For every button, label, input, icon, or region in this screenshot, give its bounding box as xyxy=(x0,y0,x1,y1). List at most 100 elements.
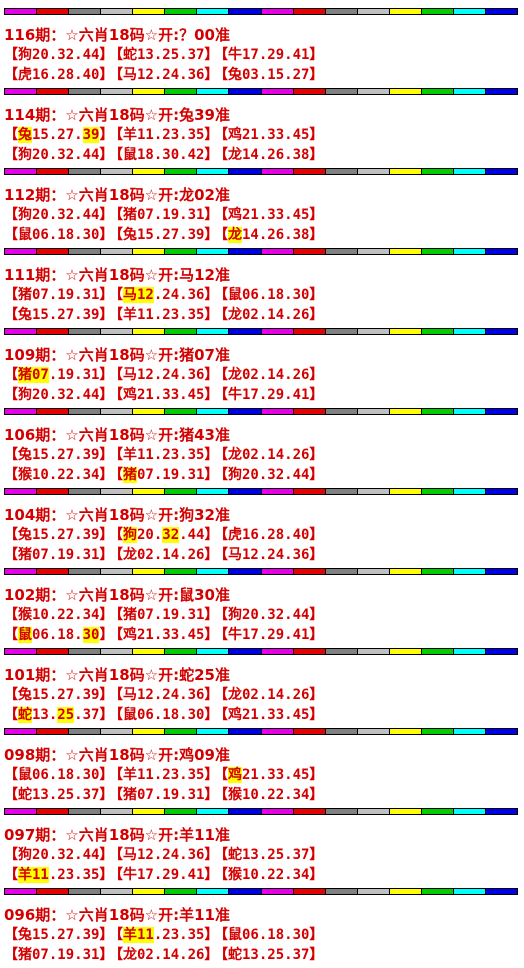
zodiac-entry: 【马12.24.36】 xyxy=(109,65,218,85)
zodiac-entry: 【羊11.23.35】 xyxy=(109,445,218,465)
stripe-segment xyxy=(133,889,166,894)
zodiac-row: 【虎16.28.40】【马12.24.36】【兔03.15.27】 xyxy=(4,65,323,85)
stripe-segment xyxy=(69,809,102,814)
stripe-segment xyxy=(229,889,262,894)
entry-text: 15.27. xyxy=(32,127,83,143)
entry-text: .44】 xyxy=(179,527,219,543)
stripe-segment xyxy=(453,889,486,894)
stripe-segment xyxy=(197,329,230,334)
period-title: 104期：☆六肖18码☆开:狗32准 xyxy=(4,506,230,524)
entry-text: 【猪07.19.31】 xyxy=(4,287,114,303)
stripe-segment xyxy=(69,889,102,894)
highlighted-hit: 猪07 xyxy=(18,367,49,383)
entry-text: 【狗20.32.44】 xyxy=(4,387,114,403)
stripe-segment xyxy=(37,569,70,574)
zodiac-entry: 【兔15.27.39】 xyxy=(4,445,113,465)
zodiac-row: 【猪07.19.31】【马12.24.36】【鼠06.18.30】 xyxy=(4,285,323,305)
entry-text: 【鸡21.33.45】 xyxy=(109,387,219,403)
stripe-segment xyxy=(229,729,262,734)
entry-text: 【牛17.29.41】 xyxy=(214,47,324,63)
stripe-segment xyxy=(325,649,358,654)
stripe-segment xyxy=(293,9,326,14)
stripe-segment xyxy=(453,729,486,734)
zodiac-entry: 【羊11.23.35】 xyxy=(109,925,218,945)
stripe-segment xyxy=(389,489,422,494)
zodiac-row: 【蛇13.25.37】【鼠06.18.30】【鸡21.33.45】 xyxy=(4,705,323,725)
stripe-segment xyxy=(229,489,262,494)
color-stripe-divider xyxy=(4,88,518,95)
entry-text: 【龙02.14.26】 xyxy=(109,947,219,963)
stripe-segment xyxy=(69,729,102,734)
stripe-segment xyxy=(165,409,198,414)
zodiac-entry: 【狗20.32.44】 xyxy=(4,145,113,165)
stripe-segment xyxy=(293,729,326,734)
entry-text: 【蛇13.25.37】 xyxy=(109,47,219,63)
stripe-segment xyxy=(165,809,198,814)
entry-text: 【兔15.27.39】 xyxy=(4,927,114,943)
stripe-segment xyxy=(389,649,422,654)
highlighted-hit: 龙 xyxy=(228,227,242,243)
stripe-segment xyxy=(69,249,102,254)
entry-text: 【 xyxy=(4,627,18,643)
stripe-segment xyxy=(101,489,134,494)
zodiac-entry: 【牛17.29.41】 xyxy=(214,385,323,405)
color-stripe-divider xyxy=(4,808,518,815)
zodiac-entry: 【鼠06.18.30】 xyxy=(4,625,113,645)
stripe-segment xyxy=(357,409,390,414)
zodiac-entry: 【龙02.14.26】 xyxy=(214,305,323,325)
zodiac-entry: 【鸡21.33.45】 xyxy=(214,205,323,225)
highlighted-hit: 羊11 xyxy=(123,927,154,943)
stripe-segment xyxy=(421,249,454,254)
entry-text: 【猴10.22.34】 xyxy=(214,787,324,803)
stripe-segment xyxy=(325,249,358,254)
stripe-segment xyxy=(197,169,230,174)
highlighted-hit: 鼠 xyxy=(18,627,32,643)
stripe-segment xyxy=(133,169,166,174)
period-title: 106期：☆六肖18码☆开:猪43准 xyxy=(4,426,230,444)
entry-text: 【兔15.27.39】 xyxy=(4,527,114,543)
zodiac-entry: 【马12.24.36】 xyxy=(214,545,323,565)
stripe-segment xyxy=(197,809,230,814)
stripe-segment xyxy=(357,569,390,574)
period-title: 109期：☆六肖18码☆开:猪07准 xyxy=(4,346,230,364)
entry-text: .37】 xyxy=(74,707,114,723)
entry-text: 【马12.24.36】 xyxy=(214,547,324,563)
period-title: 097期：☆六肖18码☆开:羊11准 xyxy=(4,826,230,844)
stripe-segment xyxy=(453,89,486,94)
stripe-segment xyxy=(101,329,134,334)
zodiac-row: 【兔15.27.39】【羊11.23.35】【龙02.14.26】 xyxy=(4,305,323,325)
stripe-segment xyxy=(421,329,454,334)
zodiac-row: 【蛇13.25.37】【猪07.19.31】【猴10.22.34】 xyxy=(4,785,323,805)
stripe-segment xyxy=(229,649,262,654)
zodiac-entry: 【鼠06.18.30】 xyxy=(4,765,113,785)
stripe-segment xyxy=(293,489,326,494)
highlighted-hit: 鸡 xyxy=(228,767,242,783)
stripe-segment xyxy=(5,729,38,734)
entry-text: 【 xyxy=(214,227,228,243)
entry-text: 【兔03.15.27】 xyxy=(214,67,324,83)
stripe-segment xyxy=(5,649,38,654)
stripe-segment xyxy=(325,569,358,574)
period-block: 101期：☆六肖18码☆开:蛇25准 【兔15.27.39】【马12.24.36】… xyxy=(4,655,518,728)
stripe-segment xyxy=(5,329,38,334)
zodiac-entry: 【虎16.28.40】 xyxy=(4,65,113,85)
stripe-segment xyxy=(165,569,198,574)
entry-text: 【 xyxy=(214,767,228,783)
zodiac-row: 【兔15.27.39】【马12.24.36】【龙02.14.26】 xyxy=(4,685,323,705)
stripe-segment xyxy=(197,569,230,574)
zodiac-row: 【猪07.19.31】【马12.24.36】【龙02.14.26】 xyxy=(4,365,323,385)
stripe-segment xyxy=(229,169,262,174)
highlighted-hit: 39 xyxy=(82,127,100,143)
stripe-segment xyxy=(389,729,422,734)
zodiac-entry: 【牛17.29.41】 xyxy=(109,865,218,885)
zodiac-row: 【猴10.22.34】【猪07.19.31】【狗20.32.44】 xyxy=(4,465,323,485)
zodiac-row: 【狗20.32.44】【猪07.19.31】【鸡21.33.45】 xyxy=(4,205,323,225)
stripe-segment xyxy=(485,249,517,254)
stripe-segment xyxy=(325,9,358,14)
stripe-segment xyxy=(197,409,230,414)
entry-text: 14.26.38】 xyxy=(242,227,324,243)
stripe-segment xyxy=(133,9,166,14)
zodiac-entry: 【羊11.23.35】 xyxy=(109,125,218,145)
stripe-segment xyxy=(357,809,390,814)
entry-text: 【猪07.19.31】 xyxy=(109,787,219,803)
